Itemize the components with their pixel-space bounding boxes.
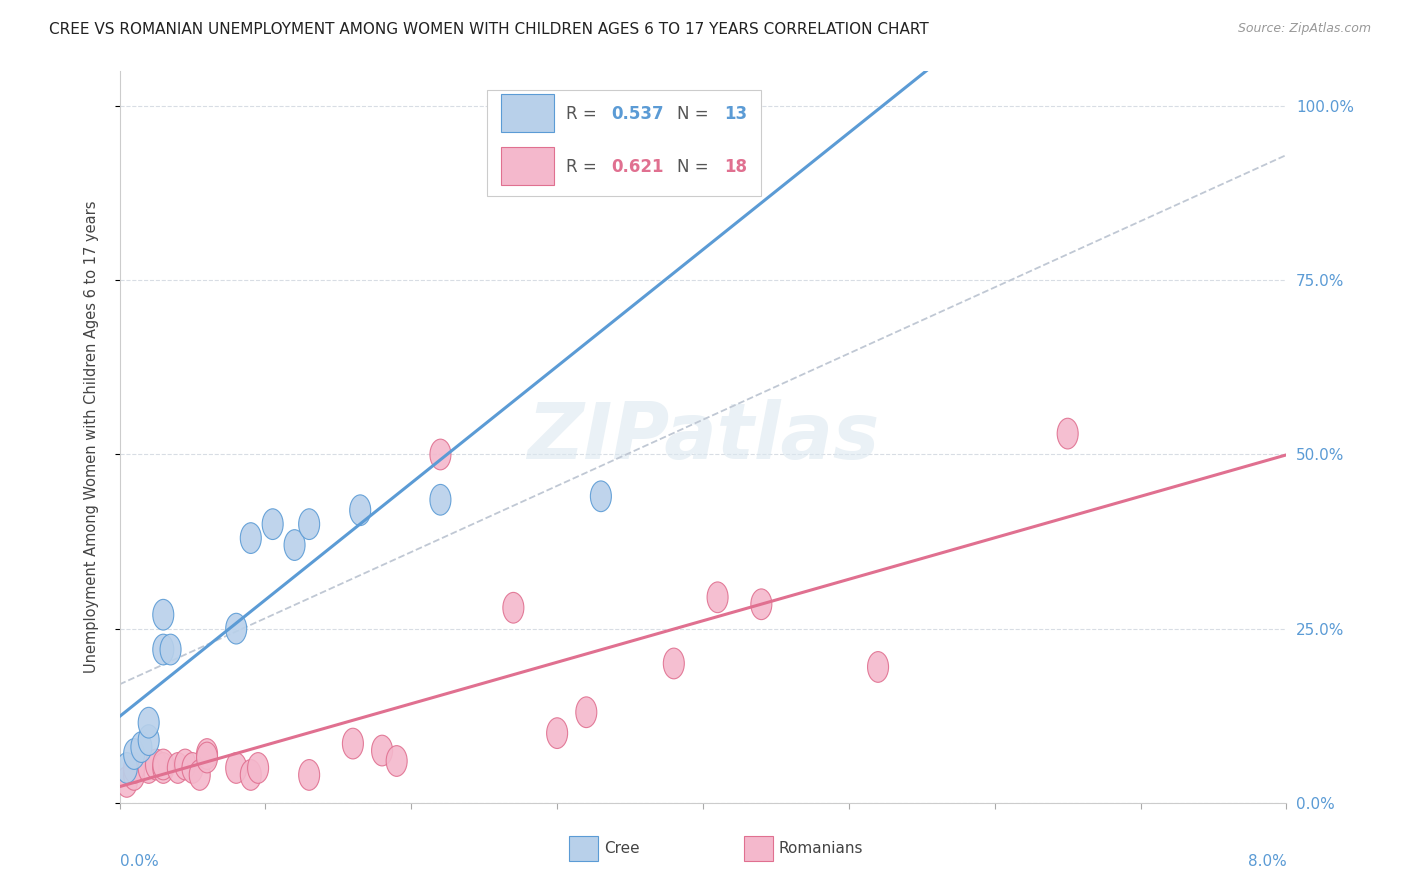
Ellipse shape	[751, 589, 772, 620]
Ellipse shape	[131, 731, 152, 763]
Text: ZIPatlas: ZIPatlas	[527, 399, 879, 475]
Ellipse shape	[190, 760, 211, 790]
Text: 0.0%: 0.0%	[120, 854, 159, 869]
Text: 0.621: 0.621	[610, 158, 664, 176]
Ellipse shape	[240, 523, 262, 553]
Ellipse shape	[124, 753, 145, 783]
Ellipse shape	[153, 634, 174, 665]
Ellipse shape	[226, 614, 246, 644]
Ellipse shape	[124, 739, 145, 770]
Ellipse shape	[138, 753, 159, 783]
Text: R =: R =	[567, 158, 602, 176]
Ellipse shape	[707, 582, 728, 613]
Ellipse shape	[430, 484, 451, 516]
Ellipse shape	[298, 508, 319, 540]
Ellipse shape	[153, 599, 174, 630]
Ellipse shape	[1057, 418, 1078, 449]
Ellipse shape	[160, 634, 181, 665]
Ellipse shape	[138, 707, 159, 738]
Ellipse shape	[117, 753, 138, 783]
Ellipse shape	[576, 697, 596, 728]
Ellipse shape	[664, 648, 685, 679]
Y-axis label: Unemployment Among Women with Children Ages 6 to 17 years: Unemployment Among Women with Children A…	[84, 201, 98, 673]
Ellipse shape	[138, 724, 159, 756]
Text: 8.0%: 8.0%	[1247, 854, 1286, 869]
Text: Cree: Cree	[603, 841, 640, 856]
Text: N =: N =	[678, 104, 714, 122]
Ellipse shape	[153, 749, 174, 780]
Text: CREE VS ROMANIAN UNEMPLOYMENT AMONG WOMEN WITH CHILDREN AGES 6 TO 17 YEARS CORRE: CREE VS ROMANIAN UNEMPLOYMENT AMONG WOME…	[49, 22, 929, 37]
Ellipse shape	[298, 760, 319, 790]
Ellipse shape	[167, 753, 188, 783]
Ellipse shape	[240, 760, 262, 790]
FancyBboxPatch shape	[486, 90, 762, 195]
Ellipse shape	[262, 508, 283, 540]
Text: Source: ZipAtlas.com: Source: ZipAtlas.com	[1237, 22, 1371, 36]
Ellipse shape	[124, 760, 145, 790]
Ellipse shape	[226, 753, 246, 783]
Text: 13: 13	[724, 104, 747, 122]
FancyBboxPatch shape	[501, 147, 554, 185]
Ellipse shape	[284, 530, 305, 560]
Ellipse shape	[387, 746, 408, 776]
Ellipse shape	[153, 753, 174, 783]
Ellipse shape	[197, 739, 218, 770]
Ellipse shape	[181, 753, 202, 783]
Ellipse shape	[868, 651, 889, 682]
Text: 0.537: 0.537	[610, 104, 664, 122]
Ellipse shape	[343, 728, 363, 759]
FancyBboxPatch shape	[744, 836, 773, 862]
Ellipse shape	[247, 753, 269, 783]
Text: Romanians: Romanians	[779, 841, 863, 856]
FancyBboxPatch shape	[501, 94, 554, 132]
Ellipse shape	[145, 749, 166, 780]
Ellipse shape	[117, 766, 138, 797]
Ellipse shape	[430, 439, 451, 470]
Ellipse shape	[503, 592, 524, 624]
FancyBboxPatch shape	[569, 836, 598, 862]
Text: N =: N =	[678, 158, 714, 176]
Ellipse shape	[547, 718, 568, 748]
Ellipse shape	[591, 481, 612, 512]
Ellipse shape	[197, 742, 218, 772]
Ellipse shape	[174, 749, 195, 780]
Text: R =: R =	[567, 104, 602, 122]
Ellipse shape	[371, 735, 392, 766]
Ellipse shape	[737, 112, 758, 143]
Text: 18: 18	[724, 158, 747, 176]
Ellipse shape	[350, 495, 371, 525]
